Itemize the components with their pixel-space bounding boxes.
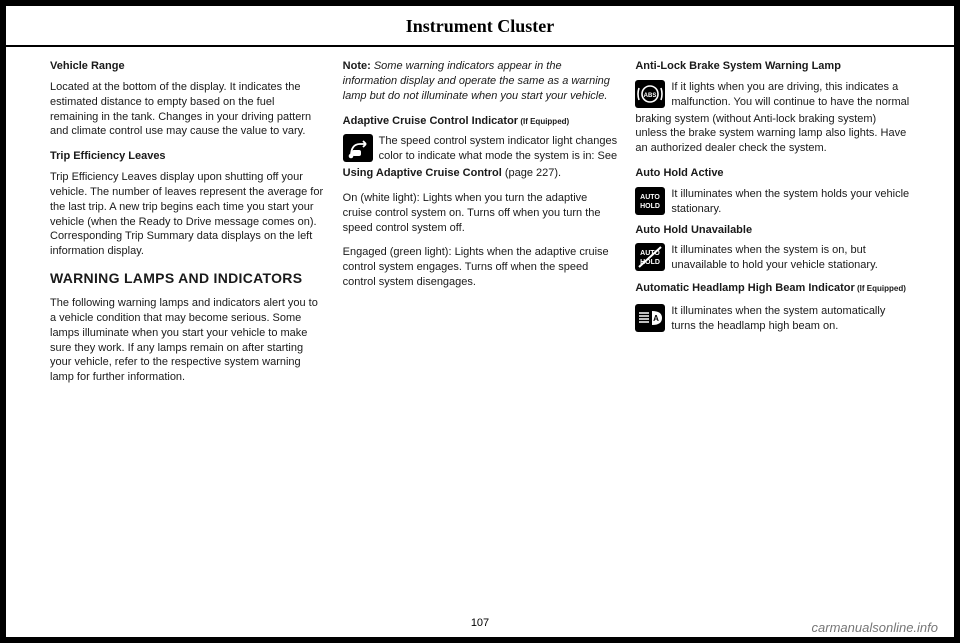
abs-heading: Anti-Lock Brake System Warning Lamp xyxy=(635,59,910,74)
note-label: Note: xyxy=(343,60,371,72)
page-title: Instrument Cluster xyxy=(6,6,954,45)
auto-hold-unavailable-heading: Auto Hold Unavailable xyxy=(635,223,910,238)
auto-hold-unavailable-block: AUTO HOLD It illuminates when the system… xyxy=(635,243,910,273)
auto-hold-active-icon: AUTO HOLD xyxy=(635,187,665,215)
acc-icon-body: The speed control system indicator light… xyxy=(379,135,617,162)
acc-page-ref: (page 227). xyxy=(502,167,561,179)
acc-link-text: Using Adaptive Cruise Control xyxy=(343,167,502,179)
acc-icon xyxy=(343,134,373,162)
content-area: Vehicle Range Located at the bottom of t… xyxy=(6,55,954,611)
warning-lamps-heading: WARNING LAMPS AND INDICATORS xyxy=(50,269,325,288)
acc-icon-text: The speed control system indicator light… xyxy=(379,134,618,164)
auto-hold-active-block: AUTO HOLD It illuminates when the system… xyxy=(635,187,910,217)
manual-page: Instrument Cluster Vehicle Range Located… xyxy=(0,0,960,643)
auto-high-beam-body: It illuminates when the system automatic… xyxy=(671,304,910,334)
auto-hold-active-body: It illuminates when the system holds you… xyxy=(671,187,910,217)
acc-on-body: On (white light): Lights when you turn t… xyxy=(343,191,618,236)
trip-leaves-heading: Trip Efficiency Leaves xyxy=(50,149,325,164)
trip-leaves-body: Trip Efficiency Leaves display upon shut… xyxy=(50,170,325,259)
svg-text:AUTO: AUTO xyxy=(640,194,660,201)
auto-hold-unavailable-body: It illuminates when the system is on, bu… xyxy=(671,243,910,273)
auto-high-beam-heading-row: Automatic Headlamp High Beam Indicator (… xyxy=(635,281,910,296)
column-3: Anti-Lock Brake System Warning Lamp ABS … xyxy=(635,59,910,611)
svg-text:A: A xyxy=(653,314,659,323)
acc-heading: Adaptive Cruise Control Indicator xyxy=(343,115,518,127)
note-body: Some warning indicators appear in the in… xyxy=(343,60,610,102)
svg-text:HOLD: HOLD xyxy=(640,203,660,210)
acc-engaged-body: Engaged (green light): Lights when the a… xyxy=(343,245,618,290)
auto-hold-unavailable-icon: AUTO HOLD xyxy=(635,243,665,271)
auto-hold-active-heading: Auto Hold Active xyxy=(635,166,910,181)
note-paragraph: Note: Some warning indicators appear in … xyxy=(343,59,618,104)
abs-body-partial: If it lights when you are driving, this … xyxy=(671,80,910,110)
vehicle-range-body: Located at the bottom of the display. It… xyxy=(50,80,325,139)
svg-text:ABS: ABS xyxy=(644,93,657,99)
acc-icon-block: The speed control system indicator light… xyxy=(343,134,618,164)
acc-heading-row: Adaptive Cruise Control Indicator (If Eq… xyxy=(343,114,618,129)
acc-equipped: (If Equipped) xyxy=(518,117,569,126)
column-2: Note: Some warning indicators appear in … xyxy=(343,59,618,611)
auto-high-beam-equipped: (If Equipped) xyxy=(855,284,906,293)
watermark: carmanualsonline.info xyxy=(812,620,938,635)
column-1: Vehicle Range Located at the bottom of t… xyxy=(50,59,325,611)
abs-body-wrap: braking system (without Anti-lock brakin… xyxy=(635,112,910,157)
auto-high-beam-icon: A xyxy=(635,304,665,332)
acc-link-row: Using Adaptive Cruise Control (page 227)… xyxy=(343,166,618,181)
title-separator xyxy=(6,45,954,47)
abs-icon: ABS xyxy=(635,80,665,108)
auto-high-beam-block: A It illuminates when the system automat… xyxy=(635,304,910,334)
warning-lamps-body: The following warning lamps and indicato… xyxy=(50,296,325,385)
vehicle-range-heading: Vehicle Range xyxy=(50,59,325,74)
auto-high-beam-heading: Automatic Headlamp High Beam Indicator xyxy=(635,282,854,294)
abs-icon-block: ABS If it lights when you are driving, t… xyxy=(635,80,910,110)
